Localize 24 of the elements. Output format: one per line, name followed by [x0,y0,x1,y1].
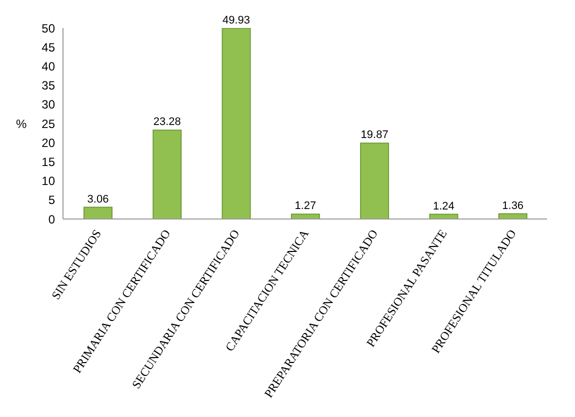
bar [84,206,112,219]
y-tick-label: 15 [42,154,56,169]
y-tick-label: 20 [42,136,56,150]
bar [152,130,182,219]
data-label: 3.06 [87,193,109,206]
y-tick-label: 45 [42,40,56,54]
bar [360,142,390,219]
y-tick-label: 0 [48,212,56,226]
y-tick-label: 10 [42,174,56,188]
data-label: 1.27 [294,200,316,212]
bar [290,214,320,219]
data-label: 19.87 [360,129,388,142]
y-tick-label: 25 [42,116,56,131]
y-tick-label: 35 [42,78,56,93]
bar [222,28,251,219]
data-label: 1.36 [502,200,524,212]
data-label: 1.24 [433,200,454,212]
data-label: 23.28 [153,116,181,128]
y-tick-label: 40 [42,59,56,74]
y-tick-label: 30 [42,98,56,112]
y-axis-title: % [16,116,27,131]
y-tick-label: 5 [48,193,56,208]
data-label: 49.93 [222,14,250,26]
y-tick-label: 50 [42,21,56,36]
